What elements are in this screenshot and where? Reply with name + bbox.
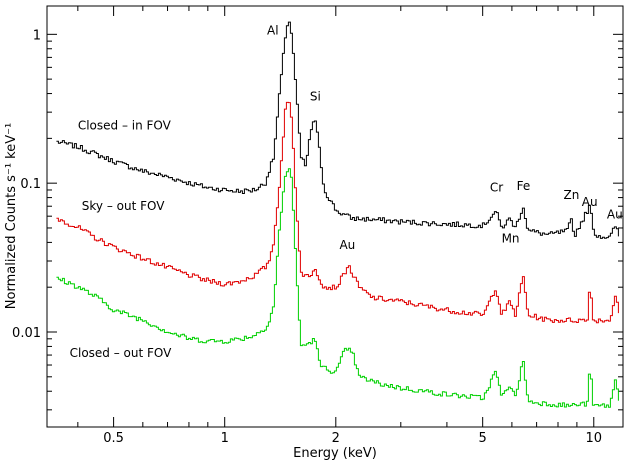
tick-labels: 0.5 1 2 5 10 0.01 0.1 1 <box>12 28 602 446</box>
x-axis-title: Energy (keV) <box>293 446 377 461</box>
element-annotation: Au <box>607 207 623 221</box>
element-annotation: Si <box>310 89 321 103</box>
x-tick-label: 5 <box>479 431 487 446</box>
x-tick-label: 0.5 <box>103 431 124 446</box>
axis-ticks <box>47 6 623 427</box>
y-tick-label: 1 <box>33 28 41 43</box>
element-annotation: Al <box>267 23 279 37</box>
element-annotation: Zn <box>564 188 580 202</box>
y-axis-title: Normalized Counts s⁻¹ keV⁻¹ <box>4 123 19 309</box>
element-annotation: Mn <box>502 231 520 245</box>
series-line-2 <box>56 168 619 408</box>
series-line-1 <box>56 101 619 324</box>
element-annotation: Au <box>339 238 355 252</box>
element-annotation: Cr <box>490 180 503 194</box>
data-series <box>56 21 619 408</box>
plot-frame <box>46 5 624 428</box>
element-annotation: Au <box>582 195 598 209</box>
x-tick-label: 1 <box>221 431 229 446</box>
series-label-1: Sky – out FOV <box>82 199 165 213</box>
y-tick-label: 0.1 <box>20 177 41 192</box>
element-annotation: Fe <box>517 179 531 193</box>
series-label-0: Closed – in FOV <box>78 118 172 132</box>
x-tick-label: 10 <box>586 431 603 446</box>
series-label-2: Closed – out FOV <box>70 346 173 360</box>
series-line-0 <box>56 21 619 239</box>
y-tick-label: 0.01 <box>12 326 41 341</box>
x-tick-label: 2 <box>332 431 340 446</box>
annotations: Closed – in FOV Sky – out FOV Closed – out… <box>70 23 623 360</box>
